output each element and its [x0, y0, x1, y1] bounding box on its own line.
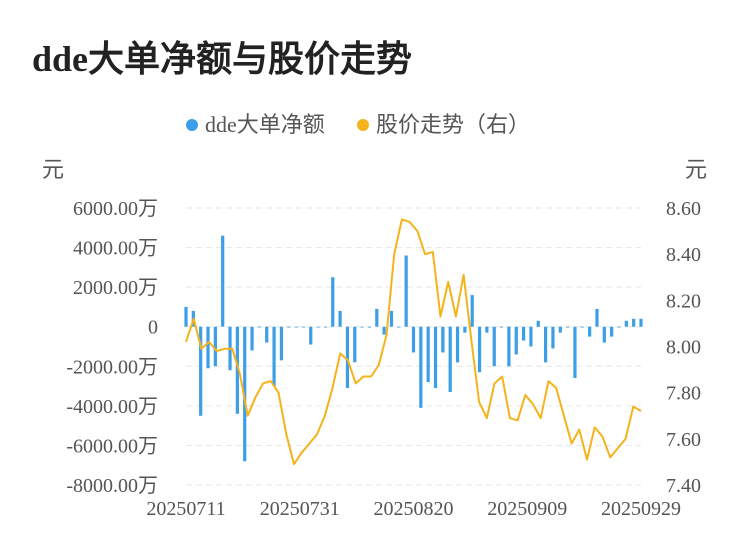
bar[interactable]	[588, 326, 592, 337]
right-axis-unit: 元	[685, 157, 707, 182]
bar[interactable]	[617, 326, 621, 328]
bar[interactable]	[632, 318, 636, 327]
bar[interactable]	[389, 310, 394, 327]
bar[interactable]	[499, 326, 504, 328]
bar[interactable]	[595, 308, 599, 327]
x-tick-label: 20250731	[260, 498, 340, 520]
bar[interactable]	[309, 326, 313, 345]
bar[interactable]	[287, 326, 291, 328]
gridlines	[186, 207, 641, 486]
bar[interactable]	[323, 326, 328, 328]
bar[interactable]	[470, 295, 474, 327]
bar[interactable]	[353, 326, 357, 363]
x-tick-label: 20250820	[374, 498, 454, 520]
x-tick-label: 20250929	[601, 498, 681, 520]
bar[interactable]	[624, 320, 628, 327]
bar[interactable]	[566, 326, 570, 328]
bar[interactable]	[367, 326, 372, 328]
right-tick-label: 8.20	[666, 290, 701, 312]
bar[interactable]	[448, 326, 452, 393]
bar[interactable]	[265, 326, 269, 343]
left-tick-label: -4000.00万	[66, 396, 158, 418]
legend-marker-dde	[186, 119, 198, 131]
bar[interactable]	[345, 326, 350, 389]
left-tick-label: 2000.00万	[73, 277, 158, 299]
x-axis: 20250711 20250731 20250820 20250909 20250929	[146, 498, 681, 520]
bar[interactable]	[543, 326, 548, 363]
bar[interactable]	[243, 326, 247, 462]
line-series	[185, 218, 642, 466]
bar[interactable]	[397, 326, 401, 328]
legend-label-price[interactable]: 股价走势（右）	[376, 112, 530, 137]
left-tick-label: 0	[148, 317, 158, 339]
bar[interactable]	[426, 326, 430, 383]
price-line[interactable]	[185, 218, 642, 466]
bar[interactable]	[331, 277, 335, 327]
bar[interactable]	[580, 326, 584, 328]
bar[interactable]	[529, 326, 533, 347]
bar[interactable]	[199, 326, 203, 416]
bar[interactable]	[536, 320, 540, 327]
right-tick-label: 7.80	[666, 383, 701, 405]
bar[interactable]	[507, 326, 511, 367]
bar[interactable]	[514, 326, 518, 355]
x-tick-label: 20250711	[146, 498, 225, 520]
bar[interactable]	[521, 326, 526, 341]
bar[interactable]	[279, 326, 284, 361]
bar[interactable]	[382, 326, 386, 335]
right-tick-label: 7.60	[666, 429, 701, 451]
bar[interactable]	[184, 306, 188, 327]
left-tick-label: 4000.00万	[73, 238, 158, 260]
right-tick-label: 8.40	[666, 244, 701, 266]
bar[interactable]	[235, 326, 239, 414]
legend-marker-price	[357, 119, 369, 131]
chart-title: dde大单净额与股价走势	[32, 39, 413, 79]
bar[interactable]	[206, 326, 210, 369]
legend[interactable]: dde大单净额 股价走势（右）	[186, 112, 530, 137]
bar[interactable]	[551, 326, 555, 349]
bar[interactable]	[485, 326, 489, 333]
bar[interactable]	[221, 235, 225, 327]
bar[interactable]	[477, 326, 482, 373]
bar[interactable]	[558, 326, 562, 333]
bar[interactable]	[338, 310, 342, 327]
bar[interactable]	[272, 326, 276, 387]
bar[interactable]	[250, 326, 254, 351]
left-tick-label: -2000.00万	[66, 356, 158, 378]
bar[interactable]	[213, 326, 217, 367]
bar[interactable]	[360, 326, 364, 328]
bar[interactable]	[573, 326, 577, 379]
bar[interactable]	[463, 326, 467, 333]
bar[interactable]	[404, 255, 408, 327]
x-tick-label: 20250909	[487, 498, 567, 520]
right-tick-label: 8.00	[666, 337, 701, 359]
bar[interactable]	[419, 326, 423, 408]
bar[interactable]	[441, 326, 445, 353]
left-tick-label: -8000.00万	[66, 475, 158, 497]
left-tick-label: 6000.00万	[73, 198, 158, 220]
bar[interactable]	[602, 326, 606, 343]
bar[interactable]	[316, 326, 320, 328]
bar[interactable]	[433, 326, 438, 389]
right-tick-label: 7.40	[666, 475, 701, 497]
legend-label-dde[interactable]: dde大单净额	[205, 112, 325, 137]
right-tick-label: 8.60	[666, 198, 701, 220]
bar[interactable]	[375, 308, 379, 327]
bar[interactable]	[411, 326, 416, 353]
bar[interactable]	[492, 326, 496, 367]
left-axis-unit: 元	[42, 157, 64, 182]
left-tick-label: -6000.00万	[66, 435, 158, 457]
bar[interactable]	[301, 326, 306, 328]
bar[interactable]	[257, 326, 261, 328]
bar[interactable]	[455, 326, 460, 363]
bar[interactable]	[610, 326, 614, 337]
bar[interactable]	[639, 318, 643, 327]
bar[interactable]	[294, 326, 298, 328]
left-axis: 6000.00万 4000.00万 2000.00万 0 -2000.00万 -4000.…	[66, 198, 158, 497]
right-axis: 8.60 8.40 8.20 8.00 7.80 7.60 7.40	[666, 198, 701, 497]
bar-series	[184, 235, 643, 462]
